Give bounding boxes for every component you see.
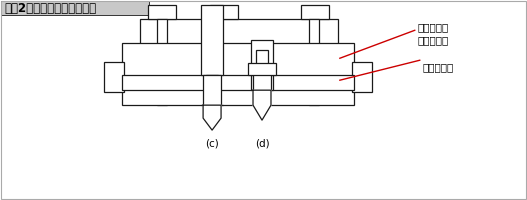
- Text: (d): (d): [255, 138, 269, 148]
- Bar: [251, 75, 273, 90]
- Polygon shape: [253, 90, 271, 120]
- Bar: [157, 19, 167, 105]
- Text: ストリッパ: ストリッパ: [423, 62, 454, 72]
- Bar: [148, 5, 176, 19]
- Bar: [140, 19, 338, 45]
- Bar: [253, 70, 271, 90]
- Polygon shape: [203, 105, 221, 130]
- Bar: [248, 63, 276, 75]
- Bar: [122, 43, 354, 105]
- Bar: [256, 50, 268, 90]
- Text: (c): (c): [205, 138, 219, 148]
- Bar: [210, 5, 238, 19]
- Text: 【図2】ストリッパの安定化: 【図2】ストリッパの安定化: [4, 2, 96, 15]
- Bar: [104, 62, 124, 92]
- Bar: [251, 40, 273, 75]
- Bar: [122, 75, 354, 90]
- Bar: [352, 62, 372, 92]
- Bar: [301, 5, 329, 19]
- Text: ストリッパ
ガイドピン: ストリッパ ガイドピン: [418, 22, 449, 45]
- Bar: [2, 1, 149, 15]
- Bar: [206, 75, 218, 90]
- Bar: [309, 19, 319, 105]
- Bar: [203, 75, 221, 105]
- Bar: [201, 5, 223, 75]
